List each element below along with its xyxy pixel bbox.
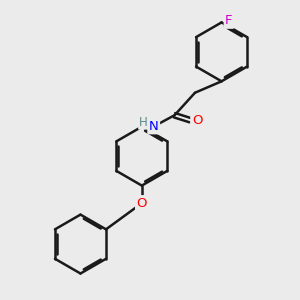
Text: O: O — [136, 197, 147, 210]
Text: O: O — [192, 114, 202, 127]
Text: F: F — [225, 14, 233, 27]
Text: H: H — [139, 116, 148, 129]
Text: N: N — [149, 120, 159, 133]
